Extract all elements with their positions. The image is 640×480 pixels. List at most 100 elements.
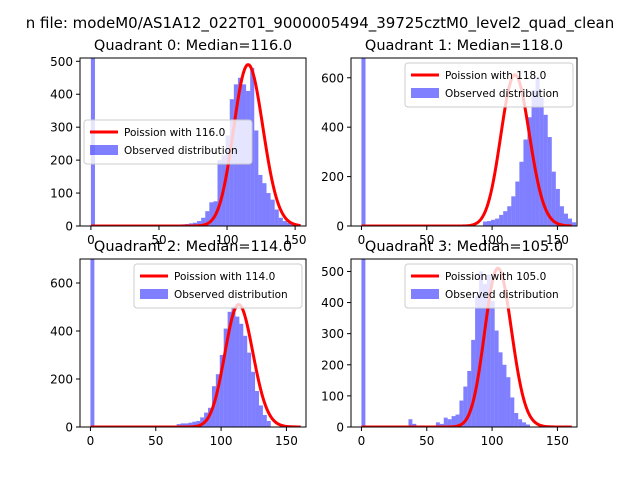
histogram-bar xyxy=(201,217,206,226)
histogram-bar xyxy=(266,193,271,226)
histogram-bar xyxy=(225,135,230,226)
subplot-title: Quadrant 1: Median=118.0 xyxy=(365,38,563,54)
y-tick-label: 0 xyxy=(65,421,73,435)
histogram-bar xyxy=(247,352,252,427)
histogram-bar xyxy=(491,219,496,226)
histogram-bar xyxy=(559,206,564,226)
subplot-quadrant-2: Quadrant 2: Median=114.0 0 50 100 150 0 200 400… xyxy=(50,239,307,448)
histogram-bar xyxy=(439,423,444,427)
histogram-bar xyxy=(361,259,366,427)
histogram-bar xyxy=(475,296,480,427)
x-tick-label: 50 xyxy=(151,233,166,247)
x-tick-label: 0 xyxy=(358,233,366,247)
histogram-bar xyxy=(227,311,232,427)
histogram-bar xyxy=(219,355,224,427)
x-tick-label: 100 xyxy=(210,434,233,448)
y-tick-label: 0 xyxy=(336,421,344,435)
x-tick-label: 150 xyxy=(546,233,569,247)
legend-box xyxy=(404,62,574,108)
x-tick-label: 50 xyxy=(148,434,163,448)
histogram-bar xyxy=(495,218,500,226)
axes-frame xyxy=(79,258,307,428)
histogram-bar xyxy=(262,183,267,226)
histogram-bar xyxy=(258,174,263,226)
histogram-bar xyxy=(526,424,530,427)
legend: Poission with 118.0 Observed distribution xyxy=(404,62,574,108)
histogram-bar xyxy=(459,400,464,427)
histogram-bar xyxy=(231,307,236,427)
histogram-bar xyxy=(447,419,452,427)
histogram-bar xyxy=(502,364,507,427)
histogram-bar xyxy=(278,217,283,226)
histogram-bar xyxy=(486,274,491,427)
histogram-bar xyxy=(90,259,95,427)
legend-bar-swatch xyxy=(411,88,439,98)
subplot-quadrant-1: Quadrant 1: Median=118.0 0 50 100 150 0 200 400… xyxy=(321,38,578,247)
subplot-grid: Quadrant 0: Median=116.0 0 50 100 150 0 100 200… xyxy=(50,38,578,448)
histogram-bar xyxy=(197,221,202,226)
histogram-bar xyxy=(482,221,487,226)
y-tick-label: 400 xyxy=(321,296,344,310)
histogram-bar xyxy=(527,117,532,226)
histogram-bar xyxy=(408,419,413,427)
legend-box xyxy=(133,263,303,309)
histogram-bar xyxy=(254,130,259,226)
y-tick-label: 100 xyxy=(50,187,73,201)
histogram-bar xyxy=(515,181,520,226)
legend: Poission with 114.0 Observed distribution xyxy=(133,263,303,309)
legend-label-observed: Observed distribution xyxy=(445,289,559,301)
axes-frame xyxy=(350,57,578,227)
histogram-bar xyxy=(543,114,548,226)
histogram-bar xyxy=(507,206,512,226)
histogram-bar xyxy=(193,222,198,226)
axes-frame xyxy=(350,258,578,428)
histogram-bar xyxy=(412,423,417,427)
histogram-bar xyxy=(217,160,222,226)
x-tick-label: 0 xyxy=(87,233,95,247)
histogram-bar xyxy=(523,139,528,226)
histogram-bar xyxy=(180,423,185,427)
y-tick-label: 300 xyxy=(321,327,344,341)
legend: Poission with 105.0 Observed distribution xyxy=(404,263,574,309)
legend-bar-swatch xyxy=(140,289,168,299)
histogram-bar xyxy=(255,391,259,427)
histogram-bar xyxy=(511,196,516,226)
y-tick-label: 0 xyxy=(65,220,73,234)
y-tick-label: 600 xyxy=(321,71,344,85)
y-tick-label: 300 xyxy=(50,121,73,135)
subplot-title: Quadrant 0: Median=116.0 xyxy=(94,38,292,54)
histogram-bar xyxy=(258,405,263,427)
y-tick-label: 400 xyxy=(321,121,344,135)
x-tick-label: 50 xyxy=(419,434,434,448)
legend-label-observed: Observed distribution xyxy=(174,289,288,301)
x-tick-label: 0 xyxy=(358,434,366,448)
histogram-bar xyxy=(443,417,448,427)
histogram-bar xyxy=(535,77,540,226)
figure-suptitle: n file: modeM0/AS1A12_022T01_9000005494_… xyxy=(26,14,615,33)
histogram-bar xyxy=(184,423,189,427)
histogram-bar xyxy=(435,422,440,427)
subplot-title: Quadrant 3: Median=105.0 xyxy=(365,239,563,255)
poisson-curve xyxy=(361,266,572,427)
legend-bar-swatch xyxy=(411,289,439,299)
histogram-bar xyxy=(251,371,256,427)
histogram-bar xyxy=(196,421,201,427)
axes-frame xyxy=(79,57,307,227)
subplot-title: Quadrant 2: Median=114.0 xyxy=(94,239,292,255)
histogram-bar xyxy=(192,421,197,427)
x-tick-label: 100 xyxy=(216,233,239,247)
histogram-bar xyxy=(555,188,560,226)
x-tick-label: 150 xyxy=(546,434,569,448)
histogram-bar xyxy=(215,374,220,427)
histogram-bar xyxy=(494,330,499,427)
legend-box xyxy=(83,119,253,165)
subplot-quadrant-3: Quadrant 3: Median=105.0 0 50 100 150 0 100 200… xyxy=(321,239,578,448)
histogram-bar xyxy=(451,416,456,427)
y-tick-label: 500 xyxy=(50,55,73,69)
plot-area xyxy=(361,259,572,427)
x-tick-label: 100 xyxy=(481,233,504,247)
legend-label-poisson: Poission with 114.0 xyxy=(174,271,275,283)
poisson-curve xyxy=(90,303,301,427)
histogram-bar xyxy=(499,214,504,226)
histogram-bar xyxy=(235,316,240,427)
